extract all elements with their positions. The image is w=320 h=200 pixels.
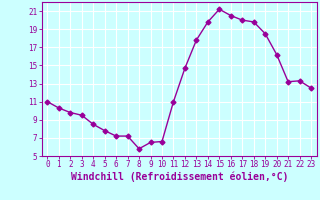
X-axis label: Windchill (Refroidissement éolien,°C): Windchill (Refroidissement éolien,°C) xyxy=(70,172,288,182)
